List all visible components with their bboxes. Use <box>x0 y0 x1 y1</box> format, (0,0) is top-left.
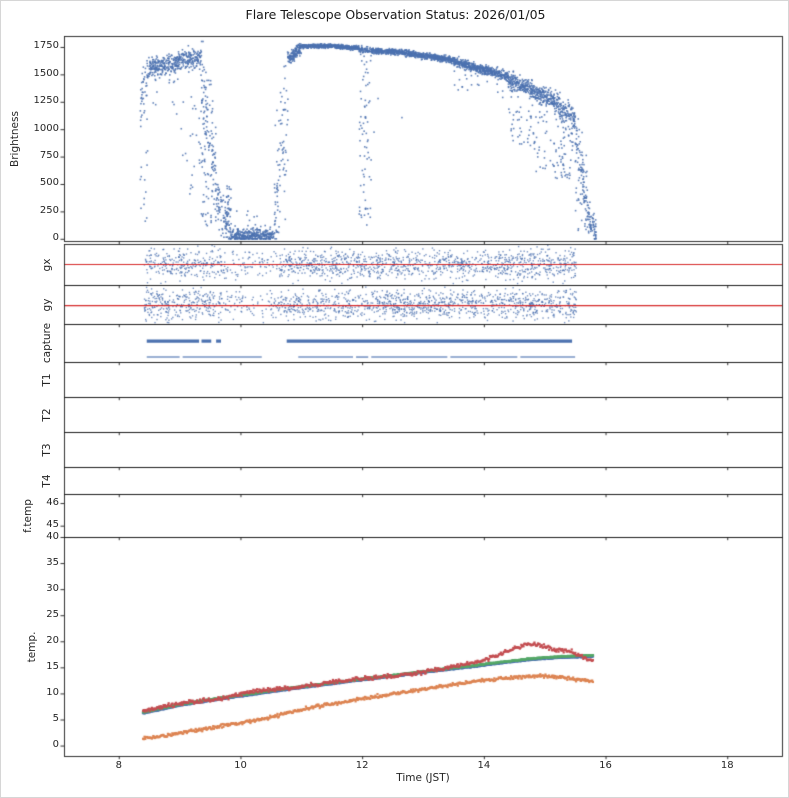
chart-title: Flare Telescope Observation Status: 2026… <box>245 7 546 22</box>
x-axis-label: Time (JST) <box>396 772 450 784</box>
